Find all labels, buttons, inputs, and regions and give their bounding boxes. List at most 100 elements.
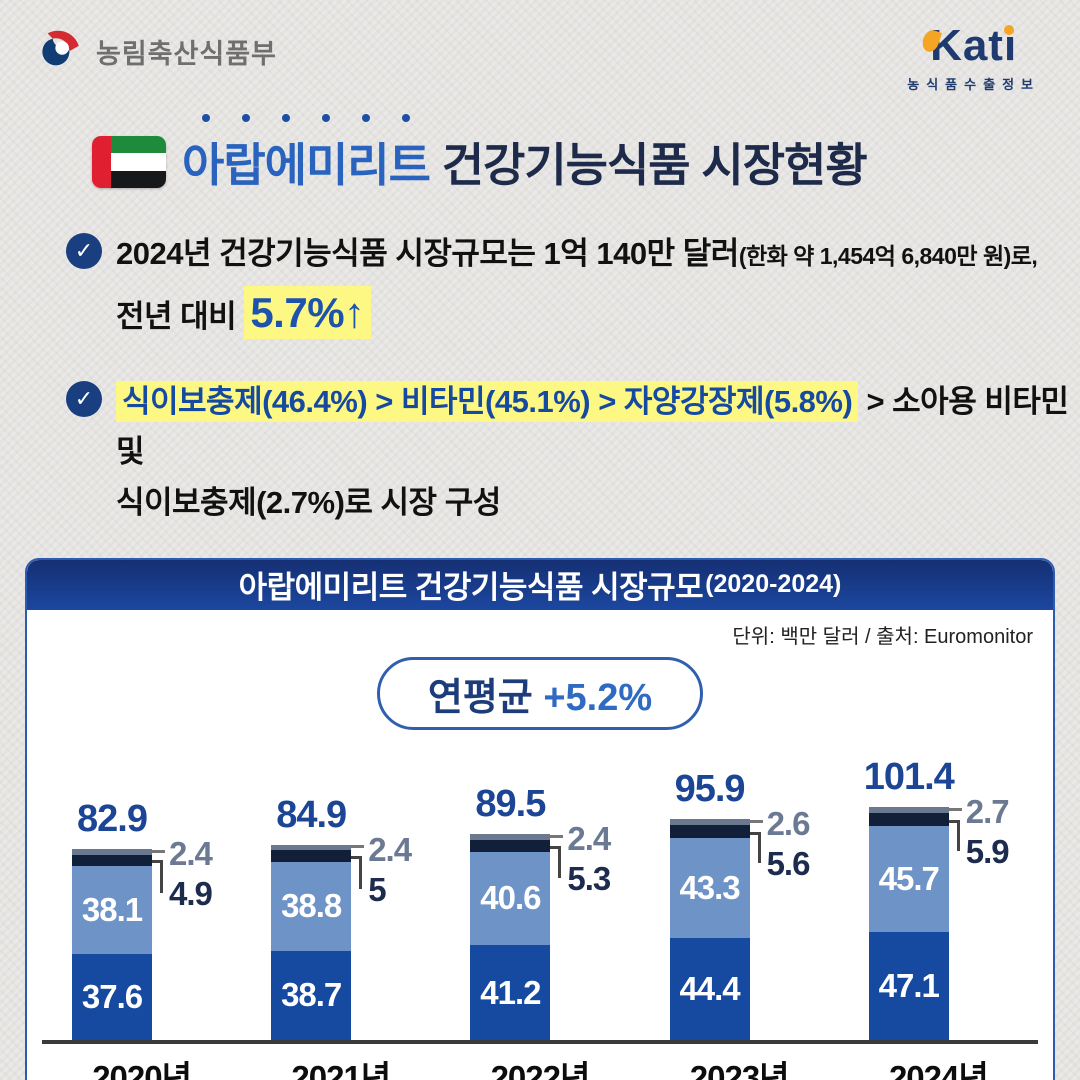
bar-total-label: 84.9 — [276, 793, 347, 836]
segment-tonic — [669, 825, 750, 839]
bar-total-label: 101.4 — [863, 755, 955, 798]
segment-value: 38.1 — [81, 890, 143, 928]
callout-bracket — [152, 860, 163, 894]
stacked-bar: 38.8 38.7 — [271, 844, 352, 1040]
bar-column: 82.9 38.1 37.6 2.4 4.9 — [42, 740, 241, 1040]
summary-bullets: ✓ 2024년 건강기능식품 시장규모는 1억 140만 달러(한화 약 1,4… — [66, 229, 1080, 528]
stacked-bar: 40.6 41.2 — [470, 834, 551, 1040]
check-circle-icon: ✓ — [66, 233, 102, 269]
chart-period: (2020-2024) — [705, 570, 842, 599]
x-axis-label: 2022년 — [490, 1058, 591, 1080]
segment-vitamins: 40.6 — [470, 851, 551, 946]
segment-tonic — [470, 839, 551, 852]
segment-supplements: 37.6 — [72, 953, 152, 1040]
chart-card-header: 아랍에미리트 건강기능식품 시장규모 (2020-2024) — [27, 559, 1053, 610]
callout-bracket — [749, 831, 761, 864]
callout-value-kids: 2.6 — [766, 805, 811, 843]
segment-tonic — [271, 850, 352, 862]
title-subject: 건강기능식품 시장현황 — [429, 139, 868, 191]
segment-value: 40.6 — [480, 879, 541, 917]
segment-value: 44.4 — [679, 969, 740, 1007]
page-title: 아랍에미리트 건강기능식품 시장현황 — [92, 114, 1080, 195]
callout-value-kids: 2.4 — [169, 835, 213, 873]
segment-value: 41.2 — [480, 973, 541, 1011]
callout-value-tonic: 5.9 — [965, 832, 1010, 870]
callout-line — [351, 845, 365, 849]
bar-column: 89.5 40.6 41.2 2.4 5.3 — [440, 740, 639, 1040]
chart-x-labels: 2020년 2021년 2022년 2023년 2024년 — [42, 1044, 1038, 1080]
segment-value: 47.1 — [878, 966, 940, 1004]
kati-logo: Kati 농식품수출정보 — [907, 24, 1046, 93]
callout-value-tonic: 5 — [368, 870, 386, 908]
x-axis-label: 2021년 — [291, 1058, 391, 1080]
chart-card: 아랍에미리트 건강기능식품 시장규모 (2020-2024) 단위: 백만 달러… — [25, 557, 1055, 1080]
stacked-bar: 43.3 44.4 — [669, 819, 750, 1040]
callout-bracket — [550, 845, 562, 879]
callout-value-tonic: 5.3 — [567, 860, 611, 898]
bullet-market-composition-text: 식이보충제(46.4%) > 비타민(45.1%) > 자양강장제(5.8%) … — [116, 377, 1080, 528]
emphasis-dots — [186, 114, 426, 122]
top-bar: 농림축산식품부 Kati 농식품수출정보 — [0, 0, 1080, 93]
segment-tonic — [868, 812, 949, 827]
bar-column: 95.9 43.3 44.4 2.6 5.6 — [640, 740, 839, 1040]
callout-line — [152, 850, 165, 853]
segment-value: 38.7 — [281, 976, 342, 1014]
kati-dot-icon — [1004, 25, 1015, 35]
chart-plot: 82.9 38.1 37.6 2.4 4.9 84.9 38.8 38.7 2.4 5 89.5 40… — [42, 740, 1038, 1040]
segment-vitamins: 45.7 — [868, 826, 949, 932]
callout-line — [749, 820, 763, 824]
bar-column: 84.9 38.8 38.7 2.4 5 — [241, 740, 440, 1040]
segment-value: 37.6 — [81, 977, 143, 1015]
callout-bracket — [351, 855, 363, 889]
segment-supplements: 41.2 — [470, 945, 551, 1040]
segment-kids — [669, 819, 750, 826]
stacked-bar: 45.7 47.1 — [868, 806, 949, 1040]
chart-title: 아랍에미리트 건강기능식품 시장규모 — [238, 570, 704, 606]
x-axis-label: 2024년 — [888, 1058, 989, 1080]
callout-value-tonic: 5.6 — [766, 845, 811, 883]
check-circle-icon: ✓ — [66, 381, 102, 418]
segment-kids — [868, 806, 949, 813]
segment-value: 38.8 — [281, 887, 342, 925]
x-axis-label: 2023년 — [689, 1058, 790, 1080]
callout-value-kids: 2.4 — [567, 820, 611, 858]
bullet-market-size: ✓ 2024년 건강기능식품 시장규모는 1억 140만 달러(한화 약 1,4… — [66, 229, 1080, 347]
callout-line — [948, 807, 962, 811]
segment-vitamins: 38.8 — [271, 861, 352, 951]
bar-total-label: 89.5 — [475, 783, 546, 826]
segment-supplements: 38.7 — [271, 950, 352, 1040]
uae-flag-icon — [92, 136, 166, 188]
callout-value-kids: 2.7 — [965, 792, 1010, 830]
ministry-emblem-icon — [34, 24, 84, 79]
callout-bracket — [948, 819, 960, 851]
growth-rate-highlight: 5.7%↑ — [244, 286, 371, 340]
segment-value: 45.7 — [878, 860, 940, 897]
kati-wordmark: Kati — [920, 24, 1017, 68]
segment-tonic — [72, 854, 152, 867]
callout-line — [550, 834, 564, 838]
segment-supplements: 44.4 — [669, 937, 750, 1040]
segment-vitamins: 38.1 — [72, 866, 152, 954]
kati-subtitle: 농식품수출정보 — [907, 77, 1040, 92]
x-axis-label: 2020년 — [92, 1058, 192, 1080]
bar-column: 101.4 45.7 47.1 2.7 5.9 — [839, 740, 1038, 1040]
segment-kids — [72, 849, 152, 855]
title-country: 아랍에미리트 — [182, 114, 431, 195]
callout-value-tonic: 4.9 — [169, 875, 213, 913]
callout-value-kids: 2.4 — [368, 830, 412, 868]
ministry-logo: 농림축산식품부 — [34, 24, 277, 79]
stacked-bar: 38.1 37.6 — [72, 849, 152, 1040]
bar-total-label: 95.9 — [674, 768, 746, 811]
segment-supplements: 47.1 — [868, 931, 949, 1040]
bar-total-label: 82.9 — [77, 798, 148, 841]
bullet-market-composition: ✓ 식이보충제(46.4%) > 비타민(45.1%) > 자양강장제(5.8%… — [66, 377, 1080, 528]
page-title-text: 아랍에미리트 건강기능식품 시장현황 — [182, 114, 868, 195]
bullet-market-size-text: 2024년 건강기능식품 시장규모는 1억 140만 달러(한화 약 1,454… — [116, 229, 1038, 347]
segment-kids — [470, 834, 551, 840]
chart-axis-line — [42, 1039, 1038, 1044]
chart-unit-source: 단위: 백만 달러 / 출처: Euromonitor — [732, 625, 1033, 648]
ranking-highlight: 식이보충제(46.4%) > 비타민(45.1%) > 자양강장제(5.8%) — [116, 381, 859, 423]
cagr-badge: 연평균 +5.2% — [376, 656, 704, 730]
segment-value: 43.3 — [679, 868, 740, 906]
segment-vitamins: 43.3 — [669, 838, 750, 938]
